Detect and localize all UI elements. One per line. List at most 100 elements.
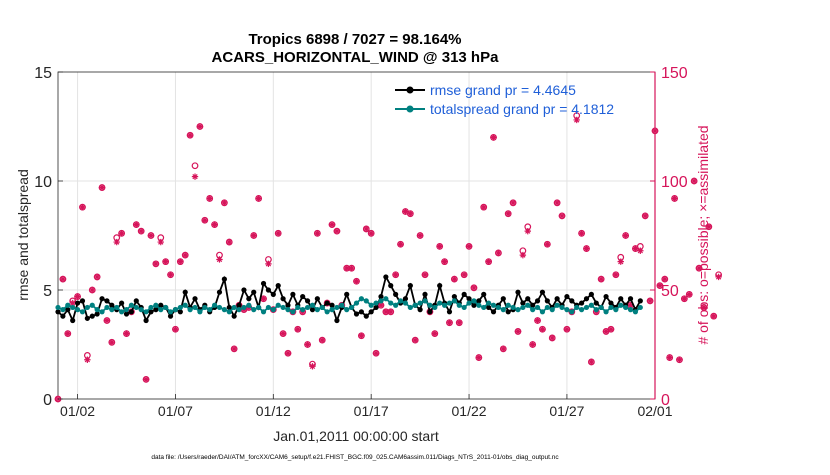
- totalspread-point: [490, 302, 497, 308]
- tick-layer: 01/02 01/07 01/12 01/17 01/22 01/27 02/0105101…: [34, 65, 688, 419]
- totalspread-point: [260, 309, 267, 315]
- obs-assimilated-point: [529, 341, 536, 348]
- totalspread-point: [172, 307, 179, 313]
- obs-assimilated-point: [514, 328, 522, 335]
- obs-assimilated-point: [279, 330, 287, 337]
- totalspread-point: [549, 307, 555, 313]
- totalspread-point: [119, 309, 125, 315]
- rmse-point: [192, 296, 198, 302]
- obs-assimilated-point: [441, 258, 448, 265]
- totalspread-point: [588, 302, 594, 308]
- rmse-point: [79, 298, 86, 304]
- rmse-point: [525, 296, 531, 302]
- rmse-point: [89, 313, 95, 319]
- rmse-point: [358, 309, 364, 315]
- totalspread-point: [632, 309, 639, 315]
- rmse-point: [177, 309, 183, 315]
- totalspread-point: [285, 307, 291, 313]
- obs-assimilated-point: [255, 195, 262, 202]
- rmse-point: [334, 317, 340, 324]
- x-tick-label: 01/02: [60, 403, 95, 419]
- y-tick-label-left: 0: [43, 392, 52, 409]
- obs-assimilated-point: [642, 212, 649, 220]
- rmse-point: [530, 302, 536, 308]
- totalspread-point: [79, 309, 86, 315]
- rmse-point: [265, 287, 272, 293]
- totalspread-point: [148, 304, 154, 311]
- legend-totalspread-marker: [406, 105, 414, 113]
- obs-assimilated-point: [191, 173, 199, 180]
- rmse-point: [55, 309, 61, 315]
- obs-assimilated-point: [167, 271, 174, 278]
- rmse-point: [329, 302, 335, 308]
- totalspread-point: [197, 309, 203, 315]
- totalspread-point: [158, 307, 164, 313]
- totalspread-point: [290, 309, 296, 315]
- obs-assimilated-point: [89, 286, 96, 294]
- rmse-point: [275, 283, 281, 289]
- rmse-point: [578, 300, 585, 306]
- rmse-point: [119, 300, 125, 306]
- totalspread-point: [466, 300, 472, 306]
- totalspread-point: [300, 307, 306, 313]
- totalspread-point: [559, 304, 565, 311]
- obs-assimilated-point: [695, 265, 703, 272]
- obs-assimilated-point: [539, 326, 546, 333]
- totalspread-point: [138, 307, 144, 313]
- rmse-point: [427, 309, 433, 315]
- rmse-point: [603, 293, 609, 300]
- x-tick-label: 01/12: [256, 403, 291, 419]
- obs-assimilated-point: [294, 326, 301, 333]
- rmse-point: [231, 313, 237, 319]
- rmse-point: [128, 309, 135, 315]
- y-tick-label-right: 0: [661, 392, 670, 409]
- totalspread-point: [353, 300, 360, 306]
- totalspread-point: [539, 309, 546, 315]
- x-tick-label: 01/07: [158, 403, 193, 419]
- obs-assimilated-point: [84, 356, 91, 363]
- obs-assimilated-point: [416, 232, 424, 239]
- obs-assimilated-point: [676, 356, 683, 363]
- legend: rmse grand pr = 4.4645 totalspread grand…: [395, 82, 614, 117]
- obs-assimilated-point: [646, 297, 654, 305]
- obs-assimilated-point: [343, 265, 350, 272]
- totalspread-point: [534, 304, 541, 311]
- obs-assimilated-point: [363, 225, 370, 233]
- legend-rmse-label: rmse grand pr = 4.4645: [430, 82, 576, 98]
- obs-assimilated-point: [152, 260, 160, 268]
- totalspread-point: [104, 304, 110, 311]
- totalspread-point: [324, 309, 330, 315]
- totalspread-point: [383, 296, 389, 302]
- obs-assimilated-point: [402, 208, 409, 215]
- rmse-point: [476, 298, 482, 304]
- rmse-point: [158, 302, 164, 308]
- obs-assimilated-point: [534, 317, 541, 324]
- totalspread-point: [94, 307, 100, 313]
- rmse-point: [84, 315, 90, 321]
- obs-assimilated-point: [460, 271, 468, 278]
- obs-assimilated-point: [407, 210, 414, 217]
- y-tick-label-left: 10: [34, 174, 52, 191]
- totalspread-point: [70, 304, 76, 311]
- totalspread-point: [114, 304, 120, 311]
- totalspread-point: [226, 309, 232, 315]
- obs-assimilated-point: [612, 271, 620, 278]
- obs-assimilated-point: [456, 319, 463, 326]
- rmse-point: [65, 307, 71, 313]
- obs-assimilated-point: [103, 317, 111, 324]
- obs-assimilated-point: [147, 232, 155, 239]
- totalspread-point: [500, 307, 506, 313]
- rmse-point: [627, 296, 634, 302]
- obs-assimilated-point: [632, 245, 639, 252]
- obs-assimilated-point: [118, 230, 125, 237]
- obs-assimilated-point: [495, 249, 502, 257]
- totalspread-point: [295, 304, 301, 311]
- obs-assimilated-point: [504, 210, 512, 217]
- obs-assimilated-point: [637, 247, 644, 254]
- totalspread-point: [265, 304, 272, 311]
- obs-assimilated-point: [509, 199, 517, 206]
- obs-assimilated-point: [578, 230, 585, 237]
- totalspread-point: [314, 307, 320, 313]
- rmse-point: [324, 300, 330, 306]
- chart-subtitle: ACARS_HORIZONTAL_WIND @ 313 hPa: [212, 49, 500, 66]
